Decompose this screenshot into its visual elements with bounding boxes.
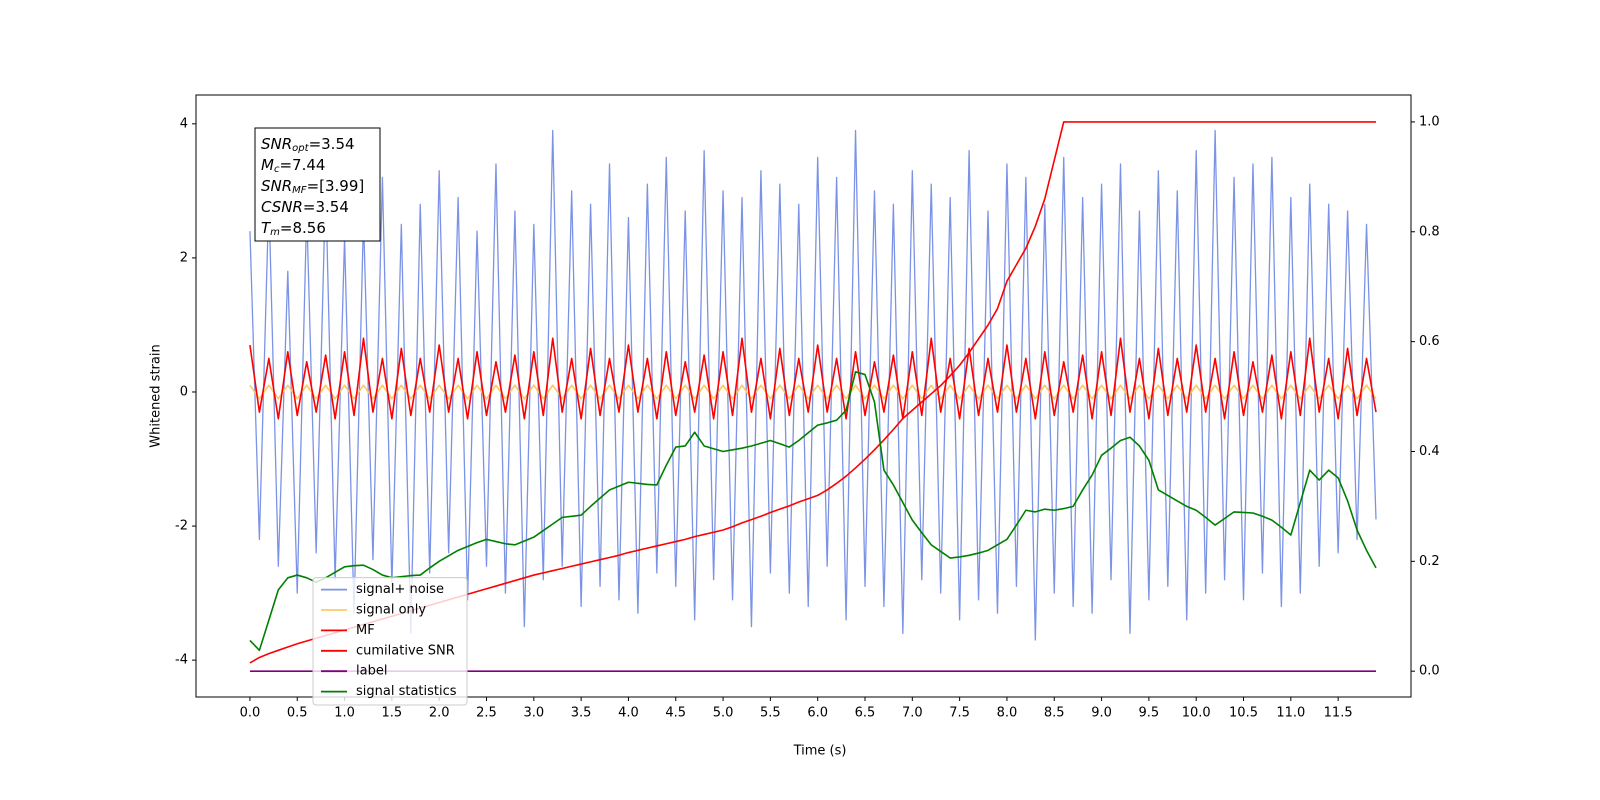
y2-tick-label: 0.6 xyxy=(1419,334,1440,349)
x-tick-label: 10.0 xyxy=(1182,706,1211,721)
annotation-text: =7.44 xyxy=(279,156,325,174)
x-tick-label: 6.5 xyxy=(855,706,876,721)
x-tick-label: 5.0 xyxy=(713,706,734,721)
x-tick-label: 1.5 xyxy=(382,706,403,721)
x-tick-label: 0.5 xyxy=(287,706,308,721)
annotation: SNRopt=3.54 xyxy=(261,135,355,155)
y-tick-label: 0 xyxy=(180,384,188,399)
annotation-name: T xyxy=(261,219,272,237)
x-tick-label: 8.0 xyxy=(997,706,1018,721)
annotation: SNRMF=[3.99] xyxy=(261,177,364,197)
legend-label: signal statistics xyxy=(356,684,457,699)
x-axis-label: Time (s) xyxy=(793,744,847,759)
annotation-name: CSNR xyxy=(261,198,303,216)
y2-tick-label: 1.0 xyxy=(1419,114,1440,129)
annotation-text: =3.54 xyxy=(309,135,355,153)
annotation-sub: MF xyxy=(292,185,307,196)
x-tick-label: 8.5 xyxy=(1044,706,1065,721)
y-tick-label: -2 xyxy=(175,519,188,534)
annotation-text: =8.56 xyxy=(280,219,326,237)
annotation: CSNR=3.54 xyxy=(261,198,349,216)
y-tick-label: 2 xyxy=(180,250,188,265)
legend-label: signal+ noise xyxy=(356,582,444,597)
y-tick-label: -4 xyxy=(175,653,188,668)
annotation-name: M xyxy=(261,156,274,174)
annotation-sub: c xyxy=(274,164,280,175)
x-tick-label: 0.0 xyxy=(240,706,261,721)
x-tick-label: 11.0 xyxy=(1276,706,1305,721)
annotation-sub: m xyxy=(270,227,280,238)
annotation-box xyxy=(254,127,381,242)
legend-label: label xyxy=(356,664,387,679)
annotation-sub: opt xyxy=(292,143,309,154)
legend-label: MF xyxy=(356,623,375,638)
series-line xyxy=(249,371,1377,652)
legend-label: cumilative SNR xyxy=(356,643,455,658)
x-tick-label: 7.5 xyxy=(949,706,970,721)
legend-label: signal only xyxy=(356,603,426,618)
x-tick-label: 2.5 xyxy=(476,706,497,721)
annotation-name: SNR xyxy=(261,177,292,195)
x-tick-label: 6.0 xyxy=(807,706,828,721)
axes-frame xyxy=(195,94,1412,698)
y2-tick-label: 0.4 xyxy=(1419,444,1440,459)
x-tick-label: 10.5 xyxy=(1229,706,1258,721)
x-tick-label: 5.5 xyxy=(760,706,781,721)
y2-tick-label: 0.2 xyxy=(1419,554,1440,569)
x-tick-label: 11.5 xyxy=(1324,706,1353,721)
annotation-text: =3.54 xyxy=(303,198,349,216)
x-tick-label: 4.0 xyxy=(618,706,639,721)
x-tick-label: 2.0 xyxy=(429,706,450,721)
x-tick-label: 9.0 xyxy=(1091,706,1112,721)
x-tick-label: 9.5 xyxy=(1139,706,1160,721)
annotation-name: SNR xyxy=(261,135,292,153)
annotation: Tm=8.56 xyxy=(261,219,326,239)
y-tick-label: 4 xyxy=(180,116,188,131)
x-tick-label: 7.0 xyxy=(902,706,923,721)
x-tick-label: 1.0 xyxy=(334,706,355,721)
x-tick-label: 3.0 xyxy=(523,706,544,721)
y2-tick-label: 0.0 xyxy=(1419,664,1440,679)
annotation: Mc=7.44 xyxy=(261,156,325,176)
annotation-text: =[3.99] xyxy=(307,177,365,195)
series-line xyxy=(249,337,1377,420)
x-tick-label: 3.5 xyxy=(571,706,592,721)
x-tick-label: 4.5 xyxy=(665,706,686,721)
legend-box xyxy=(312,577,468,706)
y-axis-label: Whitened strain xyxy=(149,344,164,447)
y2-tick-label: 0.8 xyxy=(1419,224,1440,239)
